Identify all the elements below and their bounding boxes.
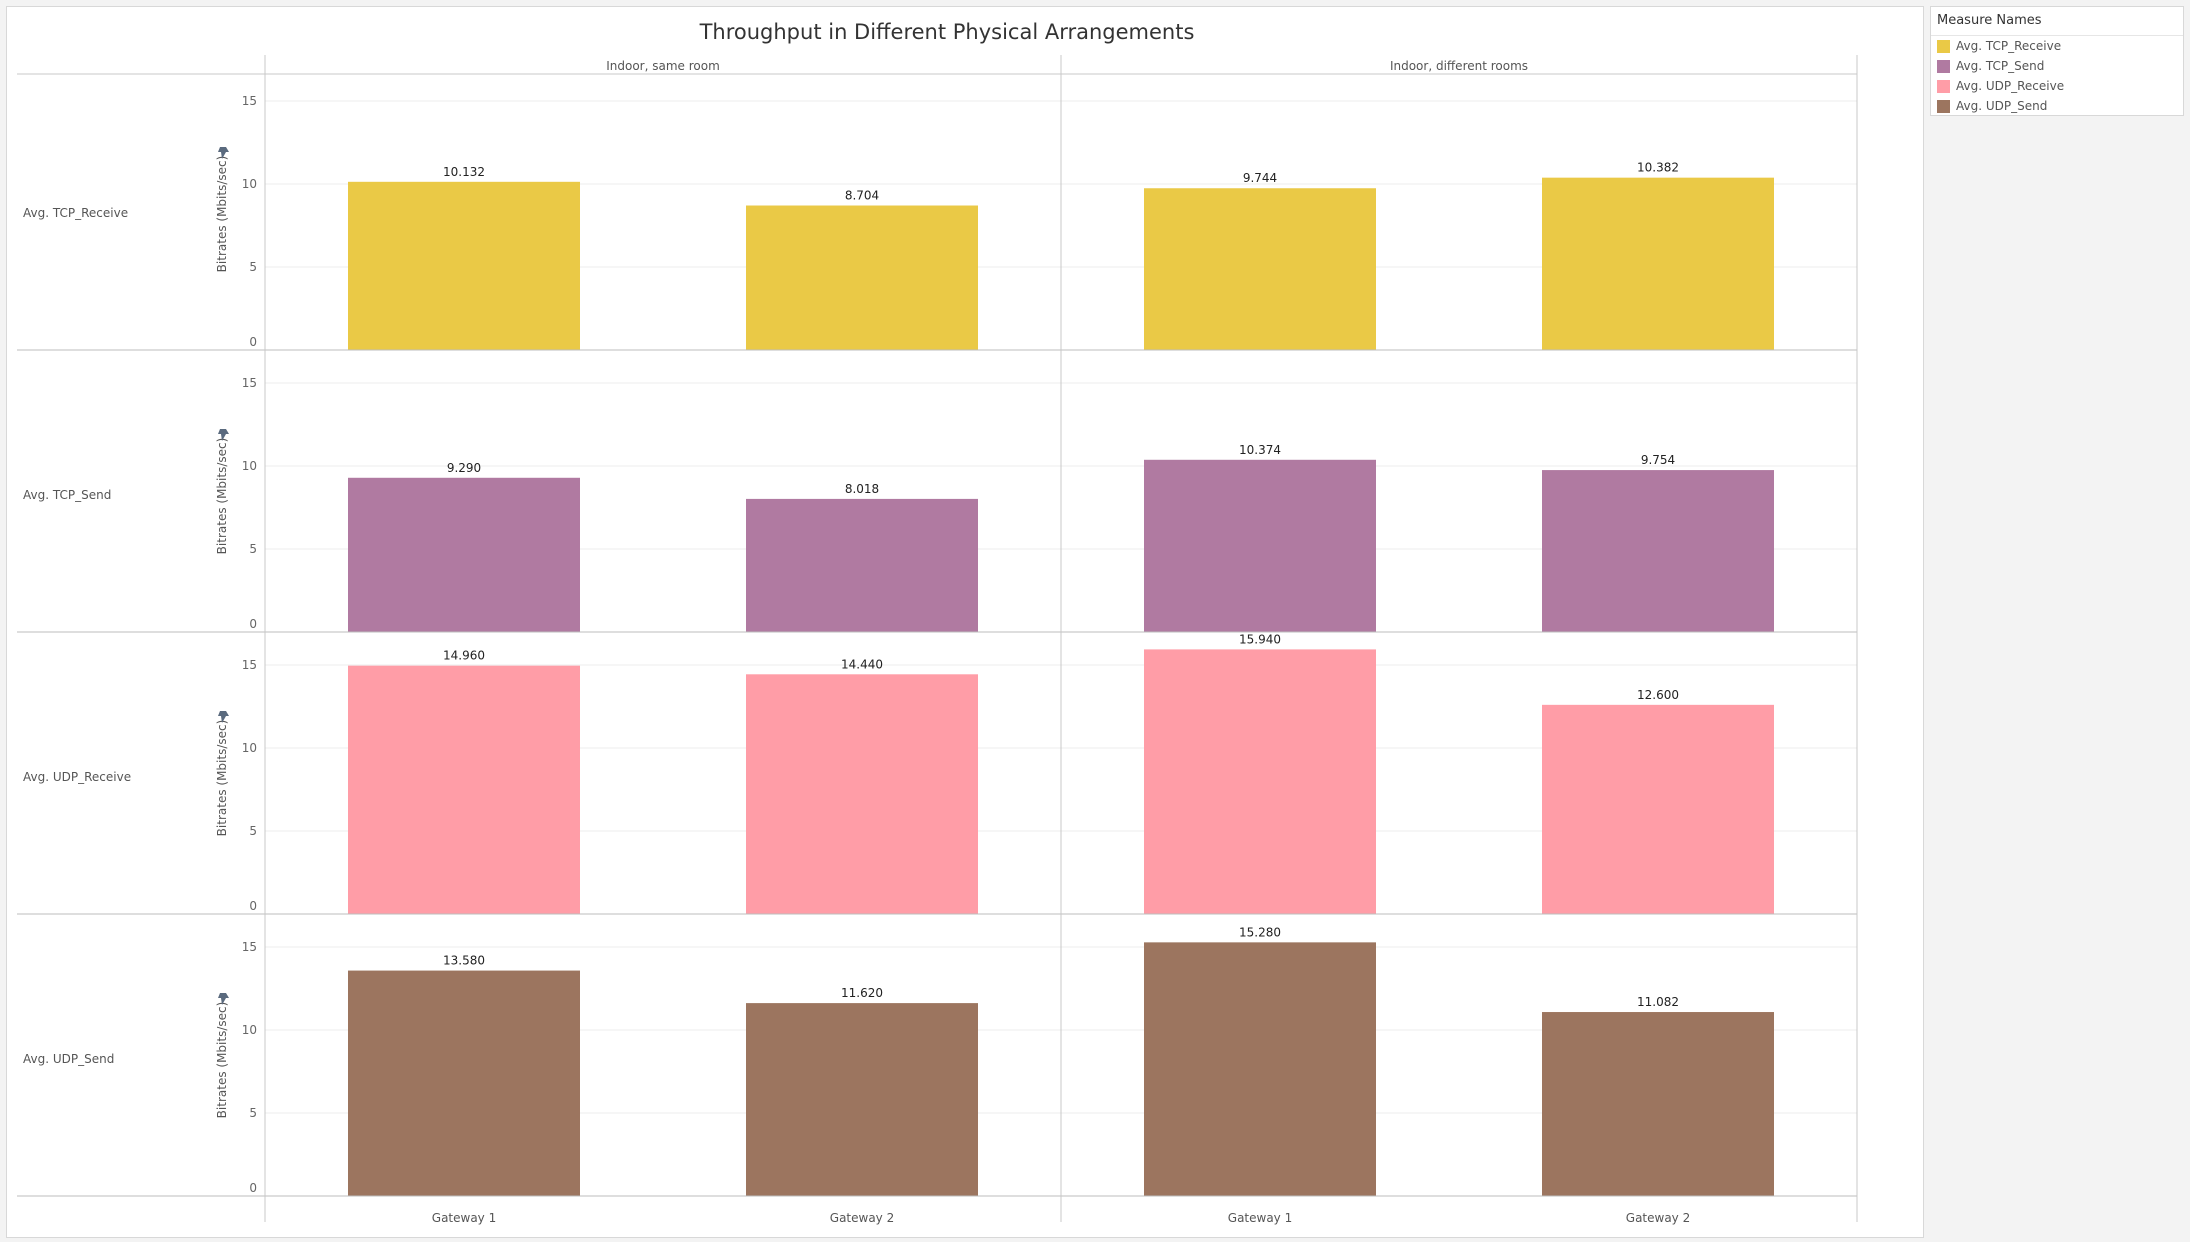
y-tick-label: 15: [242, 940, 257, 954]
y-axis-title: Bitrates (Mbits/sec): [215, 720, 229, 837]
bar[interactable]: [1144, 188, 1376, 350]
column-header-0: Indoor, same room: [606, 59, 720, 73]
bar-value-label: 8.704: [845, 189, 879, 203]
x-tick-label: Gateway 2: [1626, 1211, 1690, 1225]
bar-value-label: 11.620: [841, 986, 883, 1000]
pin-icon[interactable]: [218, 147, 229, 159]
legend-swatch: [1937, 79, 1950, 93]
bar[interactable]: [348, 970, 580, 1196]
bar[interactable]: [1144, 942, 1376, 1196]
y-tick-label: 5: [249, 260, 257, 274]
y-tick-label: 15: [242, 376, 257, 390]
y-tick-label: 10: [242, 1023, 257, 1037]
bar[interactable]: [1542, 177, 1774, 350]
legend-label: Avg. UDP_Send: [1956, 99, 2048, 113]
y-tick-label: 5: [249, 542, 257, 556]
y-tick-label: 0: [249, 335, 257, 349]
bar[interactable]: [1144, 649, 1376, 914]
bar[interactable]: [1542, 704, 1774, 914]
bar[interactable]: [746, 498, 978, 632]
y-tick-label: 0: [249, 617, 257, 631]
y-tick-label: 0: [249, 899, 257, 913]
legend-item[interactable]: Avg. UDP_Receive: [1931, 76, 2183, 96]
bar-value-label: 10.374: [1239, 443, 1281, 457]
row-label-2: Avg. UDP_Receive: [23, 770, 131, 784]
bar[interactable]: [1144, 459, 1376, 632]
column-header-1: Indoor, different rooms: [1390, 59, 1528, 73]
bar-value-label: 9.744: [1243, 171, 1277, 185]
bar-value-label: 13.580: [443, 954, 485, 968]
row-label-0: Avg. TCP_Receive: [23, 206, 128, 220]
y-axis-title: Bitrates (Mbits/sec): [215, 156, 229, 273]
bar-value-label: 10.382: [1637, 161, 1679, 175]
bar-value-label: 9.290: [447, 461, 481, 475]
bar-value-label: 14.960: [443, 649, 485, 663]
bar-value-label: 9.754: [1641, 453, 1675, 467]
legend-item[interactable]: Avg. UDP_Send: [1931, 96, 2183, 116]
bar-value-label: 15.280: [1239, 925, 1281, 939]
y-tick-label: 15: [242, 94, 257, 108]
legend-item[interactable]: Avg. TCP_Send: [1931, 56, 2183, 76]
row-label-3: Avg. UDP_Send: [23, 1052, 114, 1066]
y-axis-title: Bitrates (Mbits/sec): [215, 438, 229, 555]
y-tick-label: 5: [249, 1106, 257, 1120]
y-tick-label: 10: [242, 177, 257, 191]
row-label-1: Avg. TCP_Send: [23, 488, 111, 502]
chart-title: Throughput in Different Physical Arrange…: [699, 20, 1195, 44]
legend-label: Avg. TCP_Send: [1956, 59, 2045, 73]
pin-icon[interactable]: [218, 711, 229, 723]
bar[interactable]: [348, 477, 580, 632]
legend-swatch: [1937, 59, 1950, 73]
bar[interactable]: [1542, 470, 1774, 632]
bar-value-label: 10.132: [443, 165, 485, 179]
bar-value-label: 12.600: [1637, 688, 1679, 702]
legend-swatch: [1937, 39, 1950, 53]
legend[interactable]: Measure Names Avg. TCP_Receive Avg. TCP_S…: [1930, 6, 2184, 116]
bar[interactable]: [746, 674, 978, 914]
bar-value-label: 8.018: [845, 482, 879, 496]
x-tick-label: Gateway 1: [1228, 1211, 1292, 1225]
bar[interactable]: [746, 205, 978, 350]
bar[interactable]: [348, 665, 580, 914]
plot-area: Indoor, same room Indoor, different rooms…: [17, 55, 1858, 1225]
bar-value-label: 15.940: [1239, 632, 1281, 646]
chart-svg: Throughput in Different Physical Arrange…: [17, 20, 1858, 1225]
pin-icon[interactable]: [218, 993, 229, 1005]
y-tick-label: 5: [249, 824, 257, 838]
y-tick-label: 15: [242, 658, 257, 672]
x-tick-label: Gateway 2: [830, 1211, 894, 1225]
bar[interactable]: [746, 1003, 978, 1196]
y-tick-label: 0: [249, 1181, 257, 1195]
bar-value-label: 14.440: [841, 657, 883, 671]
y-tick-label: 10: [242, 459, 257, 473]
legend-items: Avg. TCP_Receive Avg. TCP_Send Avg. UDP_Re…: [1931, 36, 2183, 116]
x-tick-label: Gateway 1: [432, 1211, 496, 1225]
bar[interactable]: [1542, 1012, 1774, 1196]
y-axis-title: Bitrates (Mbits/sec): [215, 1002, 229, 1119]
pin-icon[interactable]: [218, 429, 229, 441]
legend-item[interactable]: Avg. TCP_Receive: [1931, 36, 2183, 56]
legend-swatch: [1937, 99, 1950, 113]
bar[interactable]: [348, 181, 580, 350]
legend-title: Measure Names: [1931, 7, 2183, 36]
bar-value-label: 11.082: [1637, 995, 1679, 1009]
legend-label: Avg. UDP_Receive: [1956, 79, 2065, 93]
legend-label: Avg. TCP_Receive: [1956, 39, 2062, 53]
y-tick-label: 10: [242, 741, 257, 755]
chart-panel: Throughput in Different Physical Arrange…: [6, 6, 1924, 1238]
